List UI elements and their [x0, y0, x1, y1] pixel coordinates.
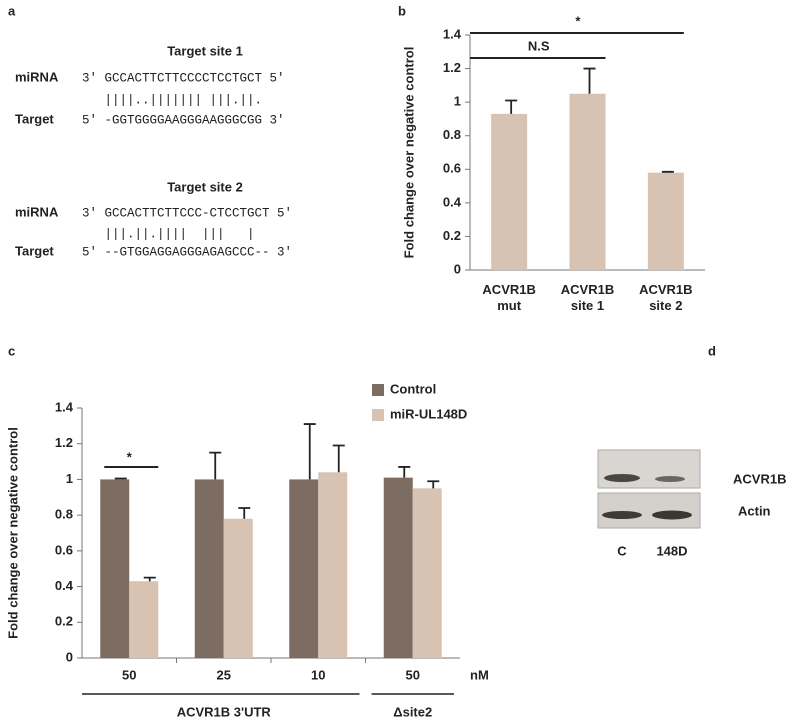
- error-bar: [583, 67, 596, 94]
- x-unit: nM: [470, 667, 489, 682]
- y-tick-label: 0: [454, 261, 461, 276]
- bar: [569, 93, 606, 270]
- row-label: miRNA: [15, 204, 59, 219]
- bar: [412, 488, 442, 658]
- x-tick-label: ACVR1B mut: [482, 282, 536, 313]
- band: [652, 510, 692, 520]
- band: [602, 511, 642, 519]
- sequence: 3' GCCACTTCTTCCCCTCCTGCT 5': [82, 71, 285, 85]
- error-bar: [114, 477, 127, 480]
- x-tick-label: 50: [406, 667, 420, 682]
- y-tick-label: 1: [66, 471, 73, 486]
- site-title: Target site 2: [167, 179, 243, 194]
- y-tick-label: 1.4: [443, 26, 462, 41]
- legend-label: miR-UL148D: [390, 406, 467, 421]
- error-bar: [505, 99, 518, 114]
- bar: [383, 477, 413, 658]
- sig-label: *: [127, 449, 133, 464]
- blot: [597, 449, 701, 489]
- blot: [597, 492, 701, 529]
- x-tick-label: ACVR1B site 2: [639, 282, 693, 313]
- error-bar: [427, 480, 440, 489]
- y-tick-label: 0: [66, 649, 73, 664]
- error-bar: [661, 170, 674, 173]
- x-tick-label: 25: [217, 667, 231, 682]
- error-bar: [209, 451, 222, 480]
- panel-label: b: [398, 3, 406, 18]
- bar: [647, 172, 684, 270]
- bar: [318, 472, 348, 658]
- sequence: 3' GCCACTTCTTCCC-CTCCTGCT 5': [82, 206, 292, 220]
- sig-label: N.S: [528, 38, 550, 53]
- error-bar: [332, 444, 345, 473]
- lane-label: 148D: [656, 543, 687, 558]
- group-label: Δsite2: [393, 704, 432, 719]
- x-tick-label: 10: [311, 667, 325, 682]
- error-bar: [238, 507, 251, 519]
- y-axis-label: Fold change over negative control: [5, 427, 20, 639]
- bar: [194, 479, 224, 658]
- band: [655, 476, 685, 482]
- sequence: 5' --GTGGAGGAGGGAGAGCCC-- 3': [82, 245, 292, 259]
- bar: [100, 479, 130, 658]
- legend-label: Control: [390, 381, 436, 396]
- pairing: |||.||.|||| ||| |: [82, 227, 255, 241]
- y-tick-label: 0.6: [443, 161, 461, 176]
- row-label: miRNA: [15, 69, 59, 84]
- y-tick-label: 0.8: [55, 507, 73, 522]
- band: [604, 474, 640, 482]
- y-tick-label: 1.2: [55, 435, 73, 450]
- band-label: Actin: [738, 503, 771, 518]
- error-bar: [143, 576, 156, 582]
- y-axis-label: Fold change over negative control: [401, 47, 416, 259]
- bar: [491, 113, 528, 271]
- x-tick-label: ACVR1B site 1: [560, 282, 615, 313]
- error-bar: [398, 466, 411, 478]
- y-tick-label: 0.2: [443, 228, 461, 243]
- lane-label: C: [617, 543, 627, 558]
- sequence: 5' -GGTGGGGAAGGGAAGGGCGG 3': [82, 113, 285, 127]
- panel-label: d: [708, 343, 716, 358]
- pairing: ||||..||||||| |||.||.: [82, 93, 262, 107]
- panel-label: c: [8, 343, 15, 358]
- band-label: ACVR1B: [733, 471, 786, 486]
- y-tick-label: 0.8: [443, 127, 461, 142]
- legend-swatch: [372, 384, 384, 396]
- y-tick-label: 1.4: [55, 399, 74, 414]
- row-label: Target: [15, 111, 54, 126]
- bar: [129, 581, 159, 658]
- row-label: Target: [15, 243, 54, 258]
- bar: [289, 479, 319, 658]
- sig-label: *: [575, 13, 581, 28]
- x-tick-label: 50: [122, 667, 136, 682]
- y-tick-label: 0.4: [443, 194, 462, 209]
- bar: [223, 518, 253, 658]
- y-tick-label: 1: [454, 94, 461, 109]
- site-title: Target site 1: [167, 43, 243, 58]
- y-tick-label: 0.2: [55, 614, 73, 629]
- group-label: ACVR1B 3'UTR: [177, 704, 272, 719]
- panel-label: a: [8, 3, 16, 18]
- error-bar: [303, 423, 316, 480]
- y-tick-label: 1.2: [443, 60, 461, 75]
- y-tick-label: 0.6: [55, 542, 73, 557]
- y-tick-label: 0.4: [55, 578, 74, 593]
- legend-swatch: [372, 409, 384, 421]
